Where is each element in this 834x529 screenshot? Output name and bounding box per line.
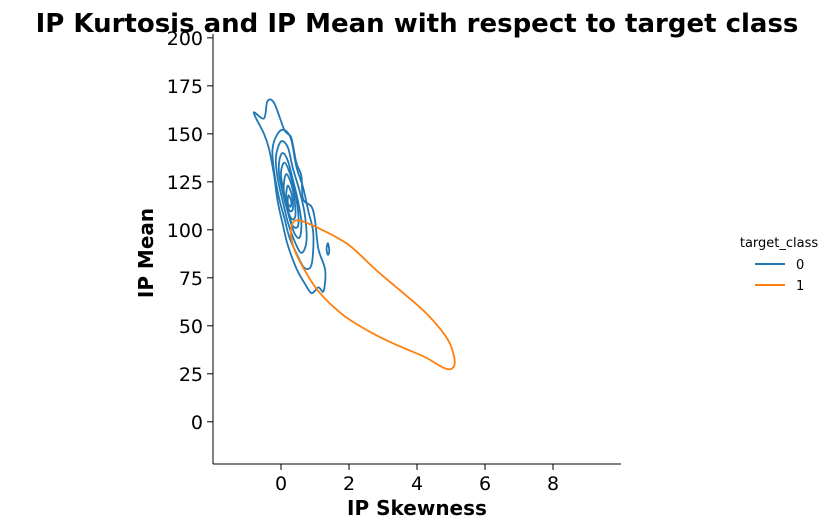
contour-0-7: [286, 194, 293, 208]
x-tick-label: 6: [479, 473, 491, 495]
y-tick-label: 50: [179, 316, 203, 338]
x-tick-label: 2: [343, 473, 355, 495]
y-axis-label: IP Mean: [134, 208, 158, 298]
legend: target_class 0 1: [740, 236, 819, 294]
y-tick-label: 150: [167, 124, 203, 146]
y-tick-label: 125: [167, 172, 203, 194]
plot-area: [252, 98, 456, 371]
contour-0-3: [277, 152, 303, 240]
x-tick-label: 0: [275, 473, 287, 495]
y-tick-label: 25: [179, 364, 203, 386]
x-tick-label: 8: [547, 473, 559, 495]
contour-0-4: [280, 161, 300, 229]
x-tick-label: 4: [411, 473, 423, 495]
y-tick-label: 200: [167, 28, 203, 50]
chart-title: IP Kurtosis and IP Mean with respect to …: [36, 9, 799, 39]
x-ticks: 0 2 4 6 8: [275, 464, 559, 495]
legend-label-1: 1: [796, 279, 804, 294]
y-tick-label: 175: [167, 76, 203, 98]
contour-0-1: [271, 128, 315, 270]
legend-label-0: 0: [796, 258, 804, 273]
contour-0-2: [274, 140, 308, 254]
legend-title: target_class: [740, 236, 819, 251]
y-tick-label: 0: [191, 412, 203, 434]
contour-0-5: [282, 173, 297, 221]
series-1: [289, 219, 456, 371]
series-0: [252, 98, 331, 295]
y-tick-label: 75: [179, 268, 203, 290]
contour-1-0: [289, 219, 456, 371]
y-ticks: 0 25 50 75 100 125 150 175 200: [167, 28, 213, 434]
x-axis-label: IP Skewness: [347, 496, 487, 520]
y-tick-label: 100: [167, 220, 203, 242]
contour-0-6: [285, 184, 294, 213]
contour-0-8: [325, 242, 331, 256]
